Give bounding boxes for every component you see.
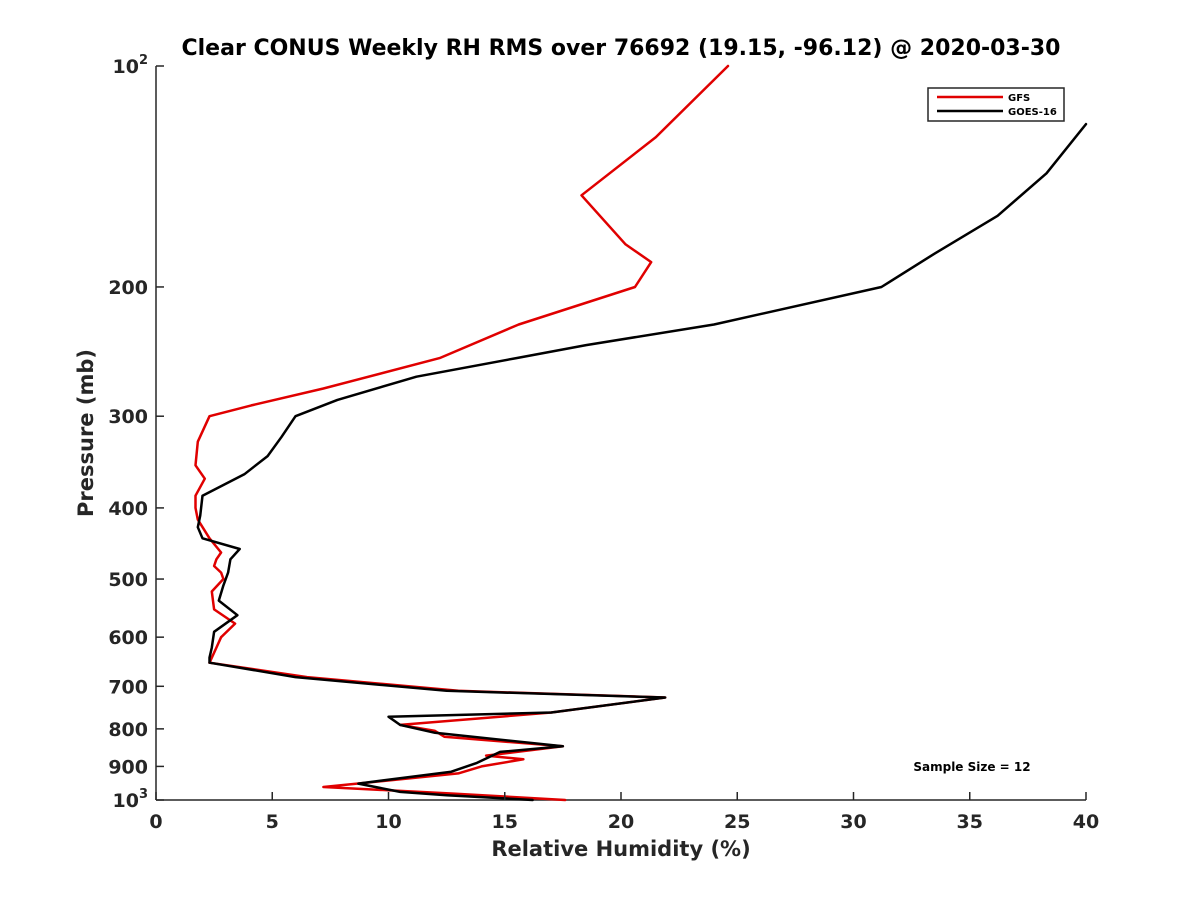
series-line-gfs [194,64,730,802]
x-tick-label: 30 [840,811,866,833]
x-tick-label: 0 [149,811,162,833]
y-tick-label: 102 [113,53,149,78]
sample-size-annotation: Sample Size = 12 [913,760,1030,774]
y-tick-label: 900 [108,756,148,778]
chart-title: Clear CONUS Weekly RH RMS over 76692 (19… [182,36,1061,61]
y-ticks: 102 200 300 400 500 600 700 800 900 103 [108,53,164,812]
y-tick-label: 600 [108,627,148,649]
legend-label-gfs: GFS [1008,93,1030,104]
x-tick-label: 10 [375,811,401,833]
series-layer [194,64,1088,802]
y-tick-label: 400 [108,498,148,520]
y-tick-label: 200 [108,277,148,299]
y-tick-label: 300 [108,406,148,428]
y-tick-label: 800 [108,719,148,741]
legend: GFS GOES-16 [927,87,1065,122]
y-axis-label: Pressure (mb) [74,349,98,517]
series-line-goes16 [196,122,1088,802]
x-tick-label: 20 [608,811,634,833]
x-ticks: 0 5 10 15 20 25 30 35 40 [149,792,1099,833]
y-tick-label: 103 [113,787,149,812]
x-tick-label: 15 [492,811,518,833]
x-tick-label: 35 [957,811,983,833]
x-tick-label: 5 [266,811,279,833]
legend-box [927,87,1065,122]
x-axis-label: Relative Humidity (%) [491,837,750,861]
legend-label-goes16: GOES-16 [1008,107,1057,118]
axes [155,66,1086,801]
x-tick-label: 40 [1073,811,1099,833]
y-tick-label: 500 [108,569,148,591]
x-tick-label: 25 [724,811,750,833]
y-tick-label: 700 [108,676,148,698]
